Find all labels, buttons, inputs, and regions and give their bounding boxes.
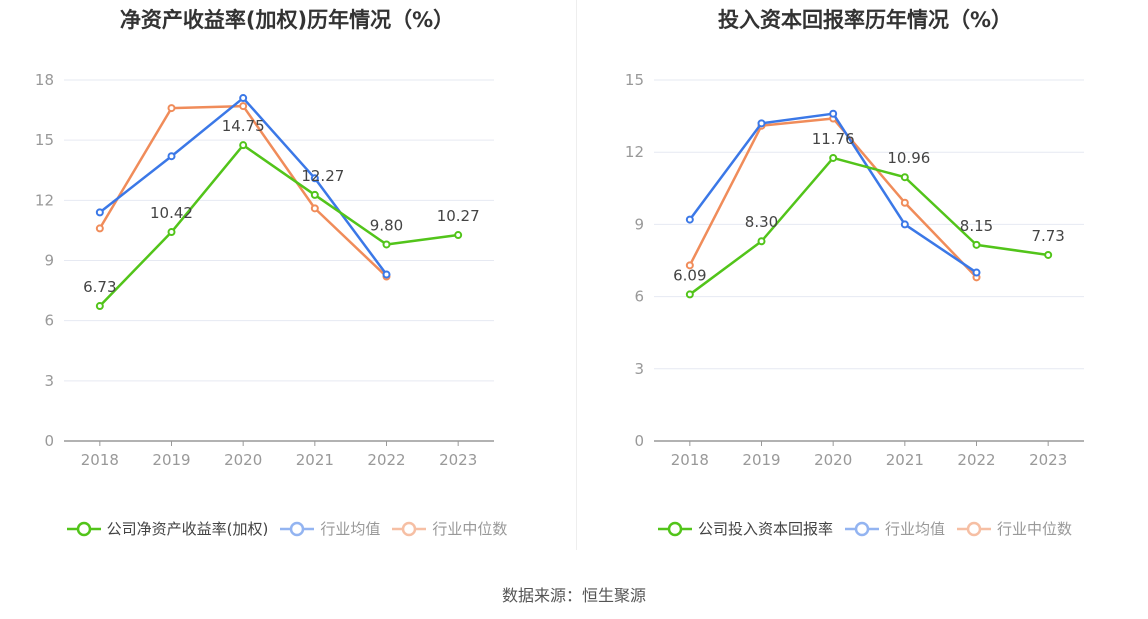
y-tick-label: 15	[35, 131, 54, 149]
legend-item[interactable]: 行业均值	[280, 518, 380, 539]
legend-item[interactable]: 行业均值	[844, 518, 945, 539]
data-label: 12.27	[301, 167, 344, 185]
y-tick-label: 6	[634, 288, 644, 306]
y-tick-label: 0	[44, 432, 54, 450]
legend-label: 行业中位数	[432, 520, 508, 538]
y-tick-label: 6	[44, 312, 54, 330]
x-tick-label: 2021	[886, 451, 924, 469]
y-tick-label: 12	[625, 143, 644, 161]
legend-label: 公司净资产收益率(加权)	[106, 520, 269, 538]
data-point	[900, 173, 909, 182]
x-tick-label: 2020	[814, 451, 852, 469]
chart-title: 投入资本回报率历年情况（%）	[717, 8, 1013, 32]
legend-line-marker-icon	[844, 521, 879, 536]
chart-legend: 公司净资产收益率(加权) 行业均值 行业中位数	[0, 518, 574, 539]
data-point	[685, 215, 694, 224]
x-tick-label: 2020	[224, 451, 262, 469]
data-point	[685, 261, 694, 270]
data-label: 10.27	[437, 207, 480, 225]
y-tick-label: 3	[44, 372, 54, 390]
series-line	[98, 143, 459, 307]
y-tick-label: 12	[35, 191, 54, 209]
legend-line-marker-icon	[280, 521, 315, 536]
data-point	[829, 109, 838, 118]
x-tick-label: 2023	[1029, 451, 1067, 469]
legend-label: 行业中位数	[997, 520, 1073, 538]
data-label: 10.42	[150, 204, 193, 222]
y-tick-label: 0	[634, 432, 644, 450]
x-tick-label: 2018	[671, 451, 709, 469]
data-point	[972, 240, 981, 249]
y-tick-label: 9	[634, 215, 644, 233]
data-label: 7.73	[1031, 227, 1064, 245]
data-point	[972, 268, 981, 277]
data-point	[829, 153, 838, 162]
x-tick-label: 2018	[81, 451, 119, 469]
chart-legend: 公司投入资本回报率 行业均值 行业中位数	[578, 518, 1148, 539]
legend-label: 行业均值	[884, 520, 945, 538]
data-label: 8.15	[960, 217, 993, 235]
data-point	[167, 228, 176, 237]
legend-item[interactable]: 行业中位数	[957, 518, 1072, 539]
data-point	[1044, 250, 1053, 259]
x-tick-label: 2022	[367, 451, 405, 469]
legend-line-marker-icon	[657, 521, 692, 536]
x-tick-label: 2023	[439, 451, 477, 469]
data-point	[310, 190, 319, 199]
data-label: 14.75	[222, 117, 265, 135]
data-point	[900, 198, 909, 207]
data-point	[685, 290, 694, 299]
data-label: 11.76	[812, 130, 855, 148]
x-tick-label: 2022	[957, 451, 995, 469]
data-label: 10.96	[887, 149, 930, 167]
data-label: 8.30	[745, 213, 778, 231]
y-tick-label: 15	[625, 71, 644, 89]
data-point	[239, 141, 248, 150]
data-label: 6.73	[83, 278, 116, 296]
legend-item[interactable]: 行业中位数	[392, 518, 507, 539]
data-point	[382, 270, 391, 279]
legend-item[interactable]: 公司投入资本回报率	[657, 518, 833, 539]
roic-chart-panel: 投入资本回报率历年情况（%） 0 3 6 9 12 15 2018 2019 2020 2021 2…	[578, 0, 1148, 560]
data-label: 6.09	[673, 266, 706, 284]
data-point	[310, 204, 319, 213]
roe-chart-panel: 净资产收益率(加权)历年情况（%） 0 3 6 9 12 15 18 2018 2019 2020…	[0, 0, 574, 560]
legend-line-marker-icon	[957, 521, 991, 536]
roe-line-chart: 0 3 6 9 12 15 18 2018 2019 2020 2021 2022 2023 6.73 10…	[35, 71, 494, 469]
data-label: 9.80	[370, 216, 403, 234]
data-point	[95, 208, 104, 217]
data-point	[757, 119, 766, 128]
legend-line-marker-icon	[392, 521, 427, 536]
y-tick-label: 9	[44, 252, 54, 270]
data-point	[239, 102, 248, 111]
y-tick-label: 3	[634, 360, 644, 378]
data-point	[95, 224, 104, 233]
legend-label: 行业均值	[320, 520, 381, 538]
data-point	[382, 240, 391, 249]
x-tick-label: 2019	[742, 451, 780, 469]
data-point	[454, 231, 463, 240]
data-point	[239, 94, 248, 103]
legend-label: 公司投入资本回报率	[697, 520, 833, 538]
roic-line-chart: 0 3 6 9 12 15 2018 2019 2020 2021 2022 2023 6.09 8.30…	[625, 71, 1084, 469]
data-source-note: 数据来源：恒生聚源	[501, 586, 646, 605]
data-point	[167, 104, 176, 113]
data-point	[167, 152, 176, 161]
x-tick-label: 2021	[296, 451, 334, 469]
legend-item[interactable]: 公司净资产收益率(加权)	[66, 518, 269, 539]
series-line	[689, 156, 1049, 296]
panel-divider	[576, 0, 577, 550]
data-point	[900, 220, 909, 229]
x-tick-label: 2019	[152, 451, 190, 469]
chart-title: 净资产收益率(加权)历年情况（%）	[119, 8, 455, 32]
y-tick-label: 18	[35, 71, 54, 89]
data-point	[310, 174, 319, 183]
legend-line-marker-icon	[66, 521, 101, 536]
data-point	[95, 302, 104, 311]
data-point	[757, 237, 766, 246]
